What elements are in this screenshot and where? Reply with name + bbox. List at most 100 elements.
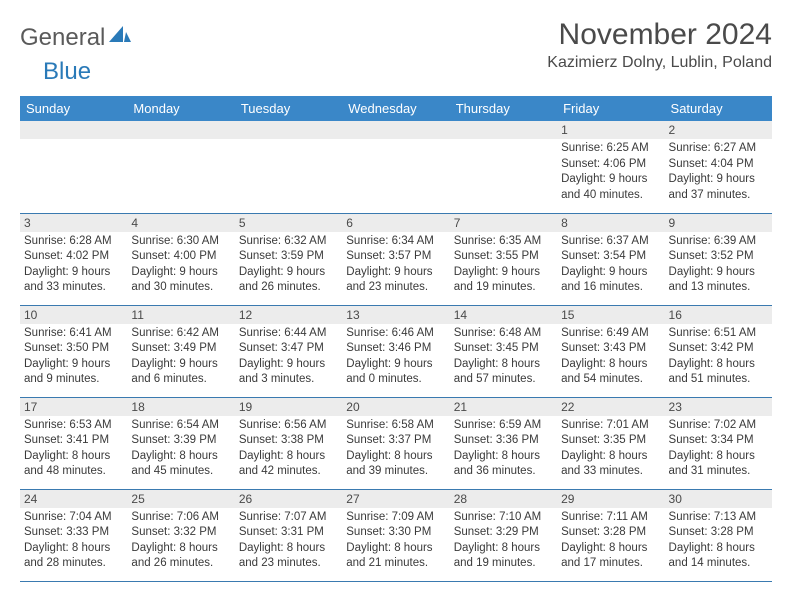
calendar-day-cell: 1Sunrise: 6:25 AMSunset: 4:06 PMDaylight… — [557, 121, 664, 213]
sunset-line: Sunset: 3:42 PM — [669, 341, 768, 357]
day-number: 25 — [127, 490, 234, 508]
weekday-header: Sunday — [20, 96, 127, 121]
sunset-line: Sunset: 3:38 PM — [239, 433, 338, 449]
sunrise-line: Sunrise: 6:53 AM — [24, 418, 123, 434]
day-details: Sunrise: 6:28 AMSunset: 4:02 PMDaylight:… — [20, 232, 127, 298]
day-number: 24 — [20, 490, 127, 508]
sunset-line: Sunset: 3:55 PM — [454, 249, 553, 265]
day-number: 16 — [665, 306, 772, 324]
daylight-line-2: and 9 minutes. — [24, 372, 123, 388]
day-number: 6 — [342, 214, 449, 232]
daylight-line-2: and 36 minutes. — [454, 464, 553, 480]
calendar-day-cell: 20Sunrise: 6:58 AMSunset: 3:37 PMDayligh… — [342, 397, 449, 489]
daylight-line: Daylight: 9 hours — [669, 172, 768, 188]
sunrise-line: Sunrise: 6:25 AM — [561, 141, 660, 157]
day-details: Sunrise: 6:51 AMSunset: 3:42 PMDaylight:… — [665, 324, 772, 390]
sunrise-line: Sunrise: 6:34 AM — [346, 234, 445, 250]
day-number: 2 — [665, 121, 772, 139]
sunrise-line: Sunrise: 6:28 AM — [24, 234, 123, 250]
calendar-day-cell: 24Sunrise: 7:04 AMSunset: 3:33 PMDayligh… — [20, 489, 127, 581]
calendar-day-cell: 4Sunrise: 6:30 AMSunset: 4:00 PMDaylight… — [127, 213, 234, 305]
calendar-day-cell: 7Sunrise: 6:35 AMSunset: 3:55 PMDaylight… — [450, 213, 557, 305]
weekday-header: Monday — [127, 96, 234, 121]
daylight-line: Daylight: 8 hours — [454, 357, 553, 373]
calendar-week-row: 17Sunrise: 6:53 AMSunset: 3:41 PMDayligh… — [20, 397, 772, 489]
day-number: 28 — [450, 490, 557, 508]
daylight-line: Daylight: 9 hours — [24, 357, 123, 373]
daylight-line: Daylight: 9 hours — [346, 265, 445, 281]
day-number: 10 — [20, 306, 127, 324]
sunrise-line: Sunrise: 6:35 AM — [454, 234, 553, 250]
calendar-day-cell: 5Sunrise: 6:32 AMSunset: 3:59 PMDaylight… — [235, 213, 342, 305]
day-details: Sunrise: 6:32 AMSunset: 3:59 PMDaylight:… — [235, 232, 342, 298]
day-number: 3 — [20, 214, 127, 232]
day-details: Sunrise: 6:59 AMSunset: 3:36 PMDaylight:… — [450, 416, 557, 482]
sunset-line: Sunset: 3:34 PM — [669, 433, 768, 449]
calendar-day-cell — [342, 121, 449, 213]
day-number: 1 — [557, 121, 664, 139]
daylight-line-2: and 14 minutes. — [669, 556, 768, 572]
sunset-line: Sunset: 3:50 PM — [24, 341, 123, 357]
weekday-header: Saturday — [665, 96, 772, 121]
daylight-line-2: and 19 minutes. — [454, 556, 553, 572]
sunset-line: Sunset: 3:36 PM — [454, 433, 553, 449]
day-details: Sunrise: 7:04 AMSunset: 3:33 PMDaylight:… — [20, 508, 127, 574]
daylight-line: Daylight: 8 hours — [131, 541, 230, 557]
day-number: 22 — [557, 398, 664, 416]
calendar-day-cell: 11Sunrise: 6:42 AMSunset: 3:49 PMDayligh… — [127, 305, 234, 397]
sunset-line: Sunset: 3:59 PM — [239, 249, 338, 265]
calendar-day-cell: 29Sunrise: 7:11 AMSunset: 3:28 PMDayligh… — [557, 489, 664, 581]
calendar-week-row: 24Sunrise: 7:04 AMSunset: 3:33 PMDayligh… — [20, 489, 772, 581]
day-details: Sunrise: 6:35 AMSunset: 3:55 PMDaylight:… — [450, 232, 557, 298]
daylight-line-2: and 0 minutes. — [346, 372, 445, 388]
day-number: 4 — [127, 214, 234, 232]
sunrise-line: Sunrise: 6:58 AM — [346, 418, 445, 434]
day-number: 17 — [20, 398, 127, 416]
weekday-header: Friday — [557, 96, 664, 121]
day-number: 27 — [342, 490, 449, 508]
daylight-line-2: and 33 minutes. — [561, 464, 660, 480]
daylight-line-2: and 42 minutes. — [239, 464, 338, 480]
sunrise-line: Sunrise: 6:42 AM — [131, 326, 230, 342]
day-details: Sunrise: 6:27 AMSunset: 4:04 PMDaylight:… — [665, 139, 772, 205]
day-details: Sunrise: 6:54 AMSunset: 3:39 PMDaylight:… — [127, 416, 234, 482]
calendar-day-cell: 19Sunrise: 6:56 AMSunset: 3:38 PMDayligh… — [235, 397, 342, 489]
sunset-line: Sunset: 3:33 PM — [24, 525, 123, 541]
calendar-day-cell: 2Sunrise: 6:27 AMSunset: 4:04 PMDaylight… — [665, 121, 772, 213]
day-number — [20, 121, 127, 139]
daylight-line-2: and 13 minutes. — [669, 280, 768, 296]
sunset-line: Sunset: 4:04 PM — [669, 157, 768, 173]
sunrise-line: Sunrise: 7:07 AM — [239, 510, 338, 526]
day-number: 23 — [665, 398, 772, 416]
sunrise-line: Sunrise: 6:32 AM — [239, 234, 338, 250]
day-details: Sunrise: 6:46 AMSunset: 3:46 PMDaylight:… — [342, 324, 449, 390]
day-number: 29 — [557, 490, 664, 508]
day-number: 19 — [235, 398, 342, 416]
sunrise-line: Sunrise: 6:48 AM — [454, 326, 553, 342]
sunrise-line: Sunrise: 7:04 AM — [24, 510, 123, 526]
day-number: 7 — [450, 214, 557, 232]
logo-text-blue: Blue — [43, 58, 91, 85]
daylight-line-2: and 54 minutes. — [561, 372, 660, 388]
sunset-line: Sunset: 3:28 PM — [669, 525, 768, 541]
day-number: 13 — [342, 306, 449, 324]
sunrise-line: Sunrise: 6:46 AM — [346, 326, 445, 342]
logo: General — [20, 18, 133, 52]
calendar-week-row: 3Sunrise: 6:28 AMSunset: 4:02 PMDaylight… — [20, 213, 772, 305]
sunrise-line: Sunrise: 6:49 AM — [561, 326, 660, 342]
sunrise-line: Sunrise: 7:11 AM — [561, 510, 660, 526]
calendar-day-cell: 13Sunrise: 6:46 AMSunset: 3:46 PMDayligh… — [342, 305, 449, 397]
logo-text-general: General — [20, 24, 105, 52]
day-details: Sunrise: 6:49 AMSunset: 3:43 PMDaylight:… — [557, 324, 664, 390]
daylight-line: Daylight: 9 hours — [239, 265, 338, 281]
daylight-line-2: and 30 minutes. — [131, 280, 230, 296]
sunrise-line: Sunrise: 6:54 AM — [131, 418, 230, 434]
day-details: Sunrise: 6:42 AMSunset: 3:49 PMDaylight:… — [127, 324, 234, 390]
sunset-line: Sunset: 3:31 PM — [239, 525, 338, 541]
sunset-line: Sunset: 3:52 PM — [669, 249, 768, 265]
sunset-line: Sunset: 4:02 PM — [24, 249, 123, 265]
calendar-day-cell: 8Sunrise: 6:37 AMSunset: 3:54 PMDaylight… — [557, 213, 664, 305]
calendar-week-row: 1Sunrise: 6:25 AMSunset: 4:06 PMDaylight… — [20, 121, 772, 213]
daylight-line: Daylight: 8 hours — [669, 357, 768, 373]
daylight-line-2: and 23 minutes. — [239, 556, 338, 572]
